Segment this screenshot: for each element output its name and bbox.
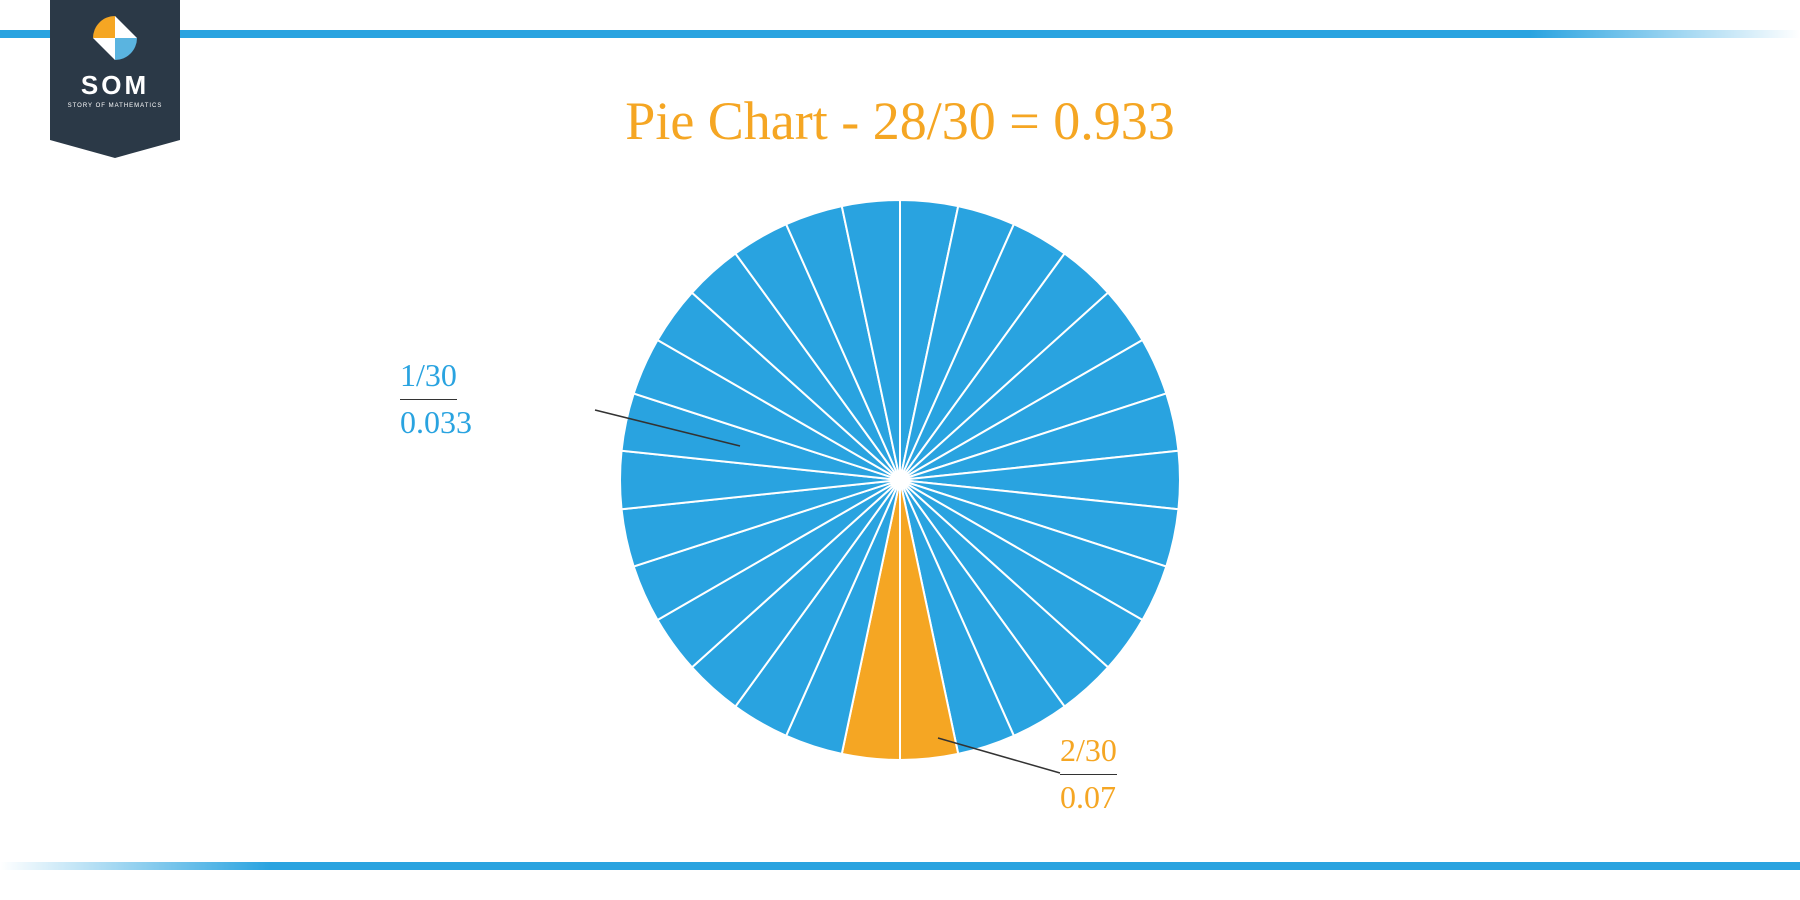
pie-chart: [620, 200, 1180, 760]
top-accent-bar: [0, 30, 1800, 38]
slice-label-1: 1/30 0.033: [400, 355, 472, 443]
slice-label-fraction: 1/30: [400, 355, 457, 400]
slice-label-decimal: 0.033: [400, 402, 472, 444]
logo-text: SOM: [81, 70, 149, 101]
logo-subtitle: STORY OF MATHEMATICS: [68, 103, 163, 109]
logo-badge: SOM STORY OF MATHEMATICS: [50, 0, 180, 140]
slice-label-fraction: 2/30: [1060, 730, 1117, 775]
logo-icon: [91, 14, 139, 62]
chart-title: Pie Chart - 28/30 = 0.933: [0, 90, 1800, 152]
slice-label-2: 2/30 0.07: [1060, 730, 1117, 818]
bottom-accent-bar: [0, 862, 1800, 870]
slice-label-decimal: 0.07: [1060, 777, 1117, 819]
